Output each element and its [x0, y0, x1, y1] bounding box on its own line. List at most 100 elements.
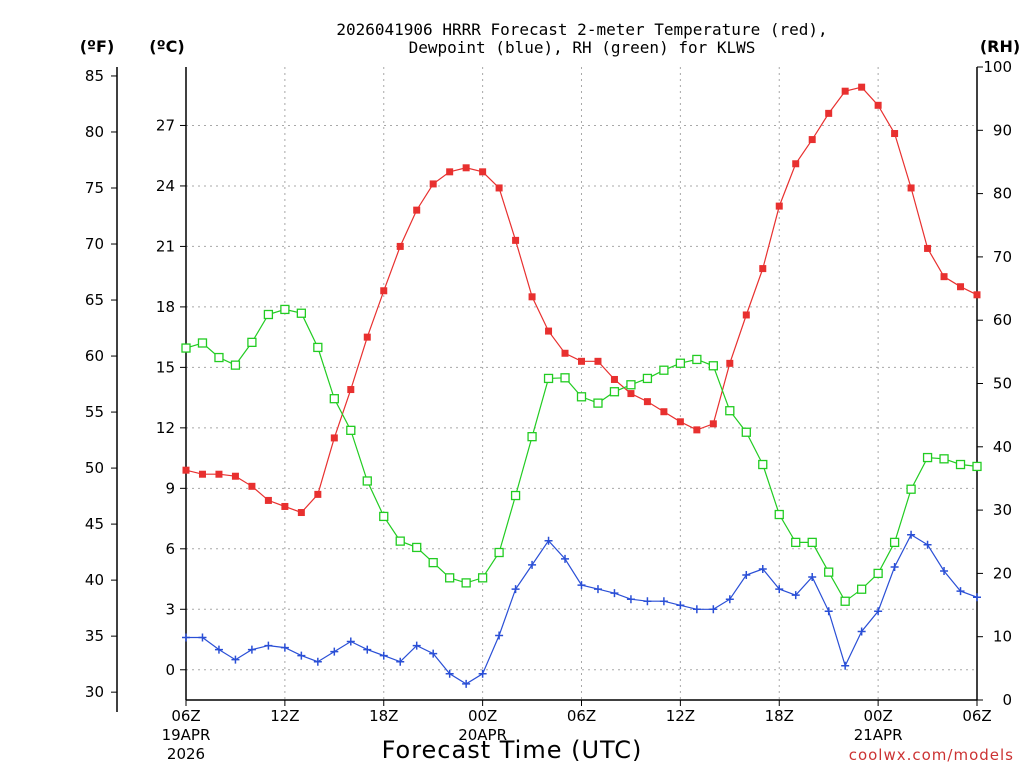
x-tick-date: 21APR: [854, 726, 903, 744]
rh-point: [181, 343, 191, 353]
dewpoint-point: [297, 651, 306, 660]
dewpoint-point: [313, 657, 322, 666]
temperature-point: [446, 168, 454, 176]
temperature-point: [973, 291, 981, 299]
celsius-tick-label: 0: [165, 661, 175, 679]
temperature-point: [264, 496, 272, 504]
temperature-point: [578, 357, 585, 365]
temperature-point: [512, 236, 520, 244]
dewpoint-point: [330, 647, 339, 656]
dewpoint-point: [478, 669, 487, 678]
rh-point: [774, 509, 784, 520]
dewpoint-point: [412, 641, 421, 650]
rh-tick-label: 0: [1002, 691, 1012, 709]
temperature-point: [874, 101, 882, 109]
x-tick-label: 18Z: [369, 707, 398, 725]
temperature-point: [462, 164, 470, 172]
title-line: Dewpoint (blue), RH (green) for KLWS: [409, 38, 756, 57]
series-temperature: [182, 83, 981, 517]
dewpoint-point: [791, 591, 800, 600]
dewpoint-point: [198, 633, 207, 642]
dewpoint-point: [445, 669, 454, 678]
dewpoint-point: [956, 587, 965, 596]
x-tick-label: 06Z: [567, 707, 596, 725]
temperature-point: [215, 470, 223, 478]
rh-point: [758, 459, 768, 470]
rh-point: [445, 573, 455, 583]
fahrenheit-tick-label: 50: [85, 459, 104, 477]
dewpoint-point: [824, 607, 833, 616]
rh-point: [527, 432, 537, 442]
dewpoint-point: [857, 627, 866, 636]
temperature-point: [380, 287, 388, 295]
series-rh: [181, 304, 982, 606]
rh-point: [856, 584, 867, 594]
rh-unit-label: (RH): [980, 37, 1020, 56]
x-tick-label: 06Z: [962, 707, 991, 725]
celsius-tick-label: 9: [165, 479, 175, 497]
rh-point: [313, 342, 323, 353]
celsius-tick-label: 15: [156, 358, 175, 376]
x-tick-label: 06Z: [171, 707, 200, 725]
dewpoint-point: [247, 645, 256, 654]
dewpoint-point: [429, 649, 438, 658]
temperature-point: [330, 434, 338, 442]
temperature-point: [957, 283, 965, 291]
temperature-point: [198, 470, 206, 478]
temperature-point: [545, 327, 553, 335]
temperature-point: [297, 509, 305, 517]
series-dewpoint: [182, 530, 981, 688]
rh-point: [477, 573, 488, 583]
dewpoint-point: [363, 645, 372, 654]
title-line: 2026041906 HRRR Forecast 2-meter Tempera…: [336, 20, 827, 39]
dewpoint-point: [907, 530, 916, 539]
dewpoint-point: [346, 637, 355, 646]
rh-point: [197, 338, 208, 348]
temperature-point: [396, 242, 404, 250]
dewpoint-point: [528, 560, 537, 569]
rh-point: [576, 392, 587, 402]
celsius-tick-label: 3: [165, 600, 175, 618]
temperature-point: [660, 408, 668, 416]
dewpoint-point: [626, 595, 635, 604]
fahrenheit-tick-label: 40: [85, 571, 104, 589]
temperature-point: [759, 265, 767, 273]
rh-point: [626, 380, 636, 390]
rh-point: [922, 452, 933, 463]
rh-point: [379, 511, 389, 522]
temperature-point: [841, 87, 849, 95]
temperature-point: [726, 359, 734, 367]
dewpoint-point: [742, 571, 751, 580]
temperature-point: [363, 333, 371, 341]
x-tick-label: 00Z: [468, 707, 497, 725]
rh-point: [428, 557, 438, 568]
rh-point: [280, 304, 290, 315]
rh-point: [346, 425, 356, 435]
rh-point: [659, 365, 669, 375]
fahrenheit-tick-label: 80: [85, 123, 104, 141]
rh-point: [642, 373, 653, 384]
rh-point: [329, 394, 339, 404]
celsius-tick-label: 12: [156, 419, 175, 437]
celsius-tick-label: 6: [165, 540, 175, 558]
dewpoint-point: [676, 601, 685, 610]
fahrenheit-tick-label: 55: [85, 403, 104, 421]
temperature-point: [643, 398, 651, 406]
dewpoint-point: [692, 605, 701, 614]
dewpoint-point: [561, 554, 570, 563]
x-tick-date: 19APR: [162, 726, 211, 744]
fahrenheit-tick-label: 70: [85, 235, 104, 253]
credit-text[interactable]: coolwx.com/models: [849, 746, 1014, 764]
rh-point: [395, 536, 405, 546]
temperature-point: [808, 136, 816, 144]
celsius-tick-label: 24: [156, 177, 175, 195]
temperature-point: [314, 490, 322, 498]
temperature-point: [693, 426, 701, 434]
rh-point: [675, 358, 686, 368]
dewpoint-point: [231, 655, 240, 664]
rh-point: [824, 567, 834, 577]
dewpoint-point: [725, 595, 734, 604]
dewpoint-point: [495, 631, 504, 640]
rh-point: [543, 373, 554, 384]
